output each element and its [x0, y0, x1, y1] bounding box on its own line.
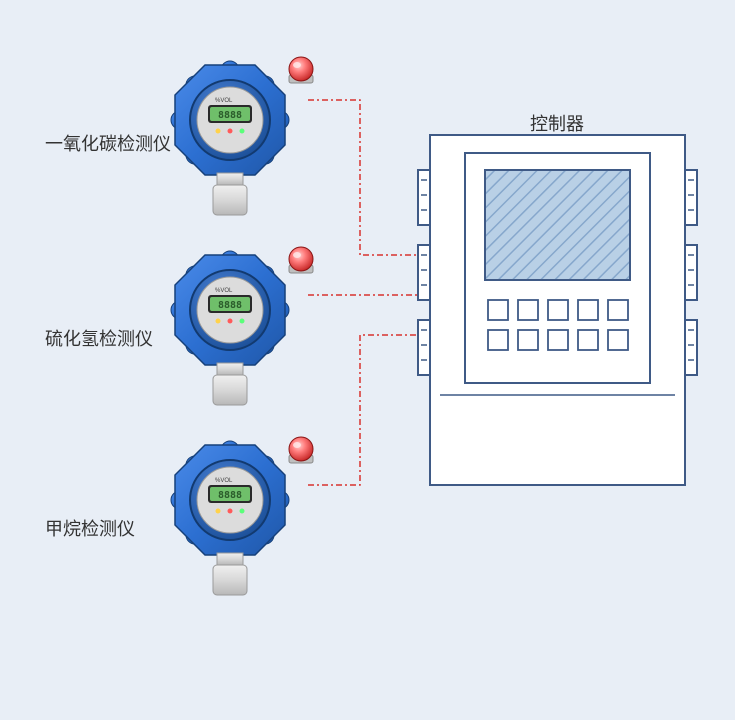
detector-ch4 — [171, 437, 313, 595]
detector-h2s — [171, 247, 313, 405]
controller-label: 控制器 — [530, 110, 584, 136]
detector-label-3: 甲烷检测仪 — [45, 515, 135, 541]
detector-label-2: 硫化氢检测仪 — [45, 325, 153, 351]
diagram-canvas: 8888 %VOL — [0, 0, 735, 720]
wire-1 — [308, 100, 430, 255]
wire-3 — [308, 335, 430, 485]
detector-co — [171, 57, 313, 215]
detector-label-1: 一氧化碳检测仪 — [45, 130, 171, 156]
controller-cabinet — [418, 135, 697, 485]
